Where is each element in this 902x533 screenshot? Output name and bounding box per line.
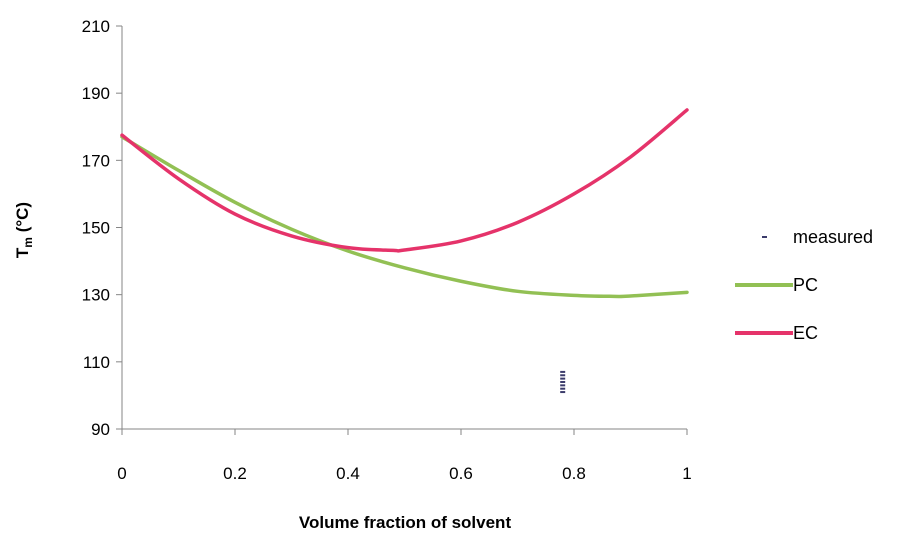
- series-pc-line: [120, 135, 689, 299]
- legend-pc-label: PC: [793, 275, 818, 295]
- x-tick-label: 0.6: [449, 464, 473, 483]
- x-tick-label: 0.4: [336, 464, 360, 483]
- y-axis-title: Tm (°C): [13, 202, 35, 258]
- y-tick-label: 130: [82, 286, 110, 305]
- y-tick-label: 210: [82, 17, 110, 36]
- series-ec-line: [120, 108, 689, 253]
- y-tick-label: 110: [83, 353, 110, 372]
- x-axis-ticks: 0 0.2 0.4 0.6 0.8 1: [117, 429, 692, 483]
- x-tick-label: 0.8: [562, 464, 586, 483]
- y-tick-label: 170: [82, 151, 110, 170]
- legend: measured PC EC: [735, 227, 873, 343]
- y-tick-label: 90: [91, 420, 110, 439]
- y-axis-title-sub: m: [21, 237, 35, 248]
- x-axis-title: Volume fraction of solvent: [299, 513, 512, 532]
- y-tick-label: 150: [82, 219, 110, 238]
- y-axis-title-unit: (°C): [13, 202, 32, 237]
- y-tick-label: 190: [82, 84, 110, 103]
- legend-ec-label: EC: [793, 323, 818, 343]
- y-axis-ticks: 90 110 130 150 170 190 210: [82, 17, 122, 439]
- axes: [121, 26, 687, 430]
- series-layer: [120, 108, 689, 394]
- x-tick-label: 0: [117, 464, 126, 483]
- legend-measured-label: measured: [793, 227, 873, 247]
- x-tick-label: 1: [682, 464, 691, 483]
- y-axis-title-main: T: [13, 247, 32, 258]
- x-tick-label: 0.2: [223, 464, 247, 483]
